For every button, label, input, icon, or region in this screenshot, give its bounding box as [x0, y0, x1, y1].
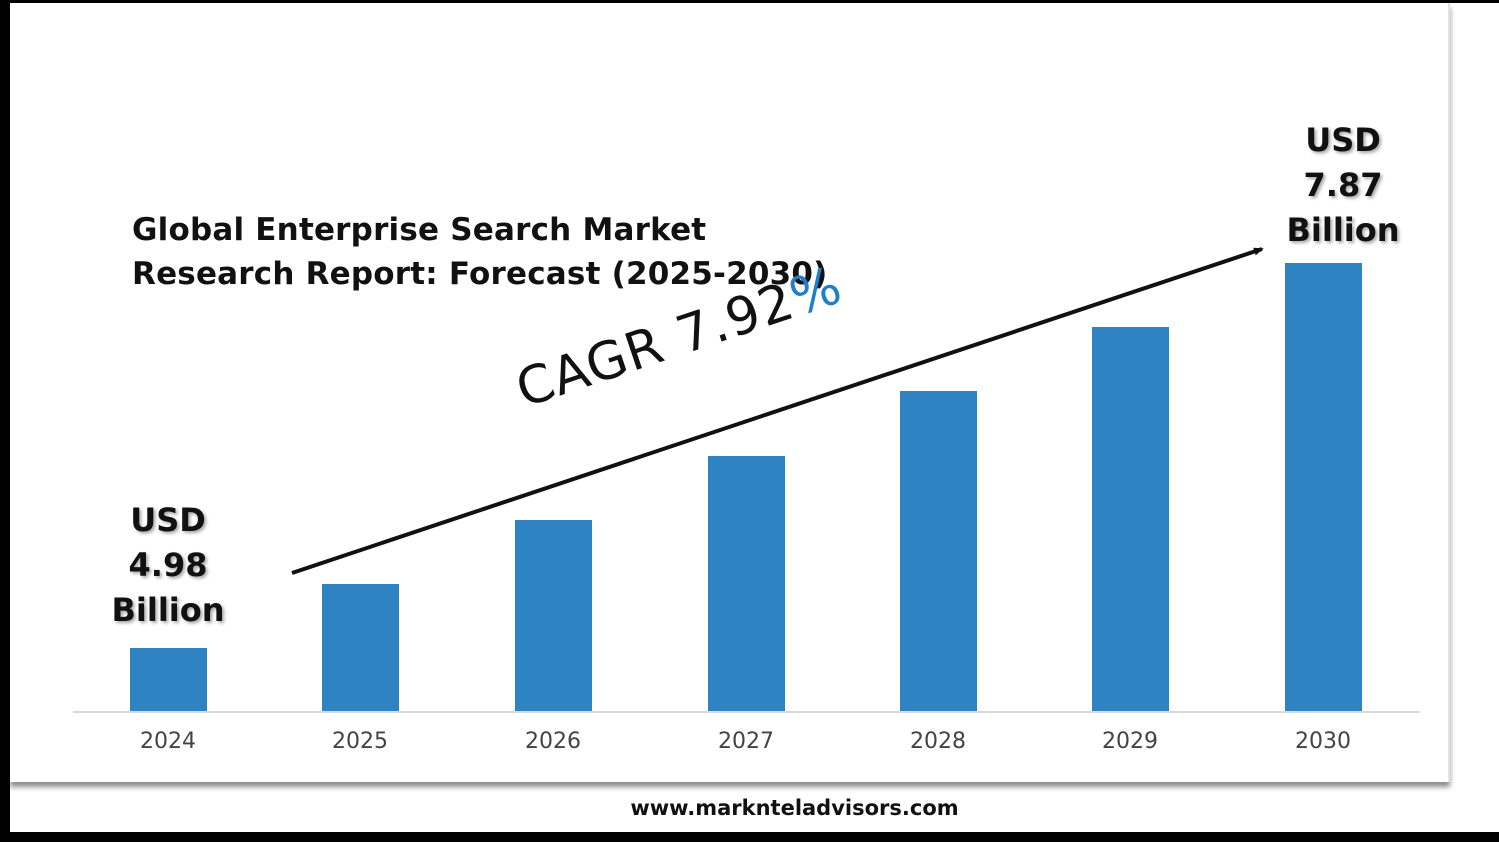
callout-value: 4.98 [128, 546, 208, 584]
x-tick-label: 2025 [332, 729, 388, 754]
end-value-callout: USD 7.87 Billion [1273, 118, 1413, 253]
bar-2025 [322, 584, 399, 711]
bar-2027 [708, 456, 785, 711]
callout-value: 7.87 [1303, 166, 1383, 204]
bar-2026 [515, 520, 592, 711]
bar-2030 [1285, 263, 1362, 711]
callout-unit: Billion [1286, 211, 1400, 249]
title-line-2: Research Report: Forecast (2025-2030) [132, 256, 828, 292]
callout-unit: Billion [111, 591, 225, 629]
start-value-callout: USD 4.98 Billion [98, 498, 238, 633]
x-tick-label: 2028 [910, 729, 966, 754]
x-tick-label: 2024 [140, 729, 196, 754]
x-axis-line [73, 711, 1420, 713]
bar-2029 [1092, 327, 1169, 711]
chart-title: Global Enterprise Search Market Research… [132, 208, 828, 296]
bar-2024 [130, 648, 207, 711]
callout-currency: USD [130, 501, 206, 539]
x-tick-label: 2027 [718, 729, 774, 754]
callout-currency: USD [1305, 121, 1381, 159]
footer-website: www.marknteladvisors.com [630, 796, 959, 820]
x-tick-label: 2029 [1102, 729, 1158, 754]
title-line-1: Global Enterprise Search Market [132, 212, 707, 248]
x-tick-label: 2026 [525, 729, 581, 754]
bar-2028 [900, 391, 977, 711]
x-tick-label: 2030 [1295, 729, 1351, 754]
